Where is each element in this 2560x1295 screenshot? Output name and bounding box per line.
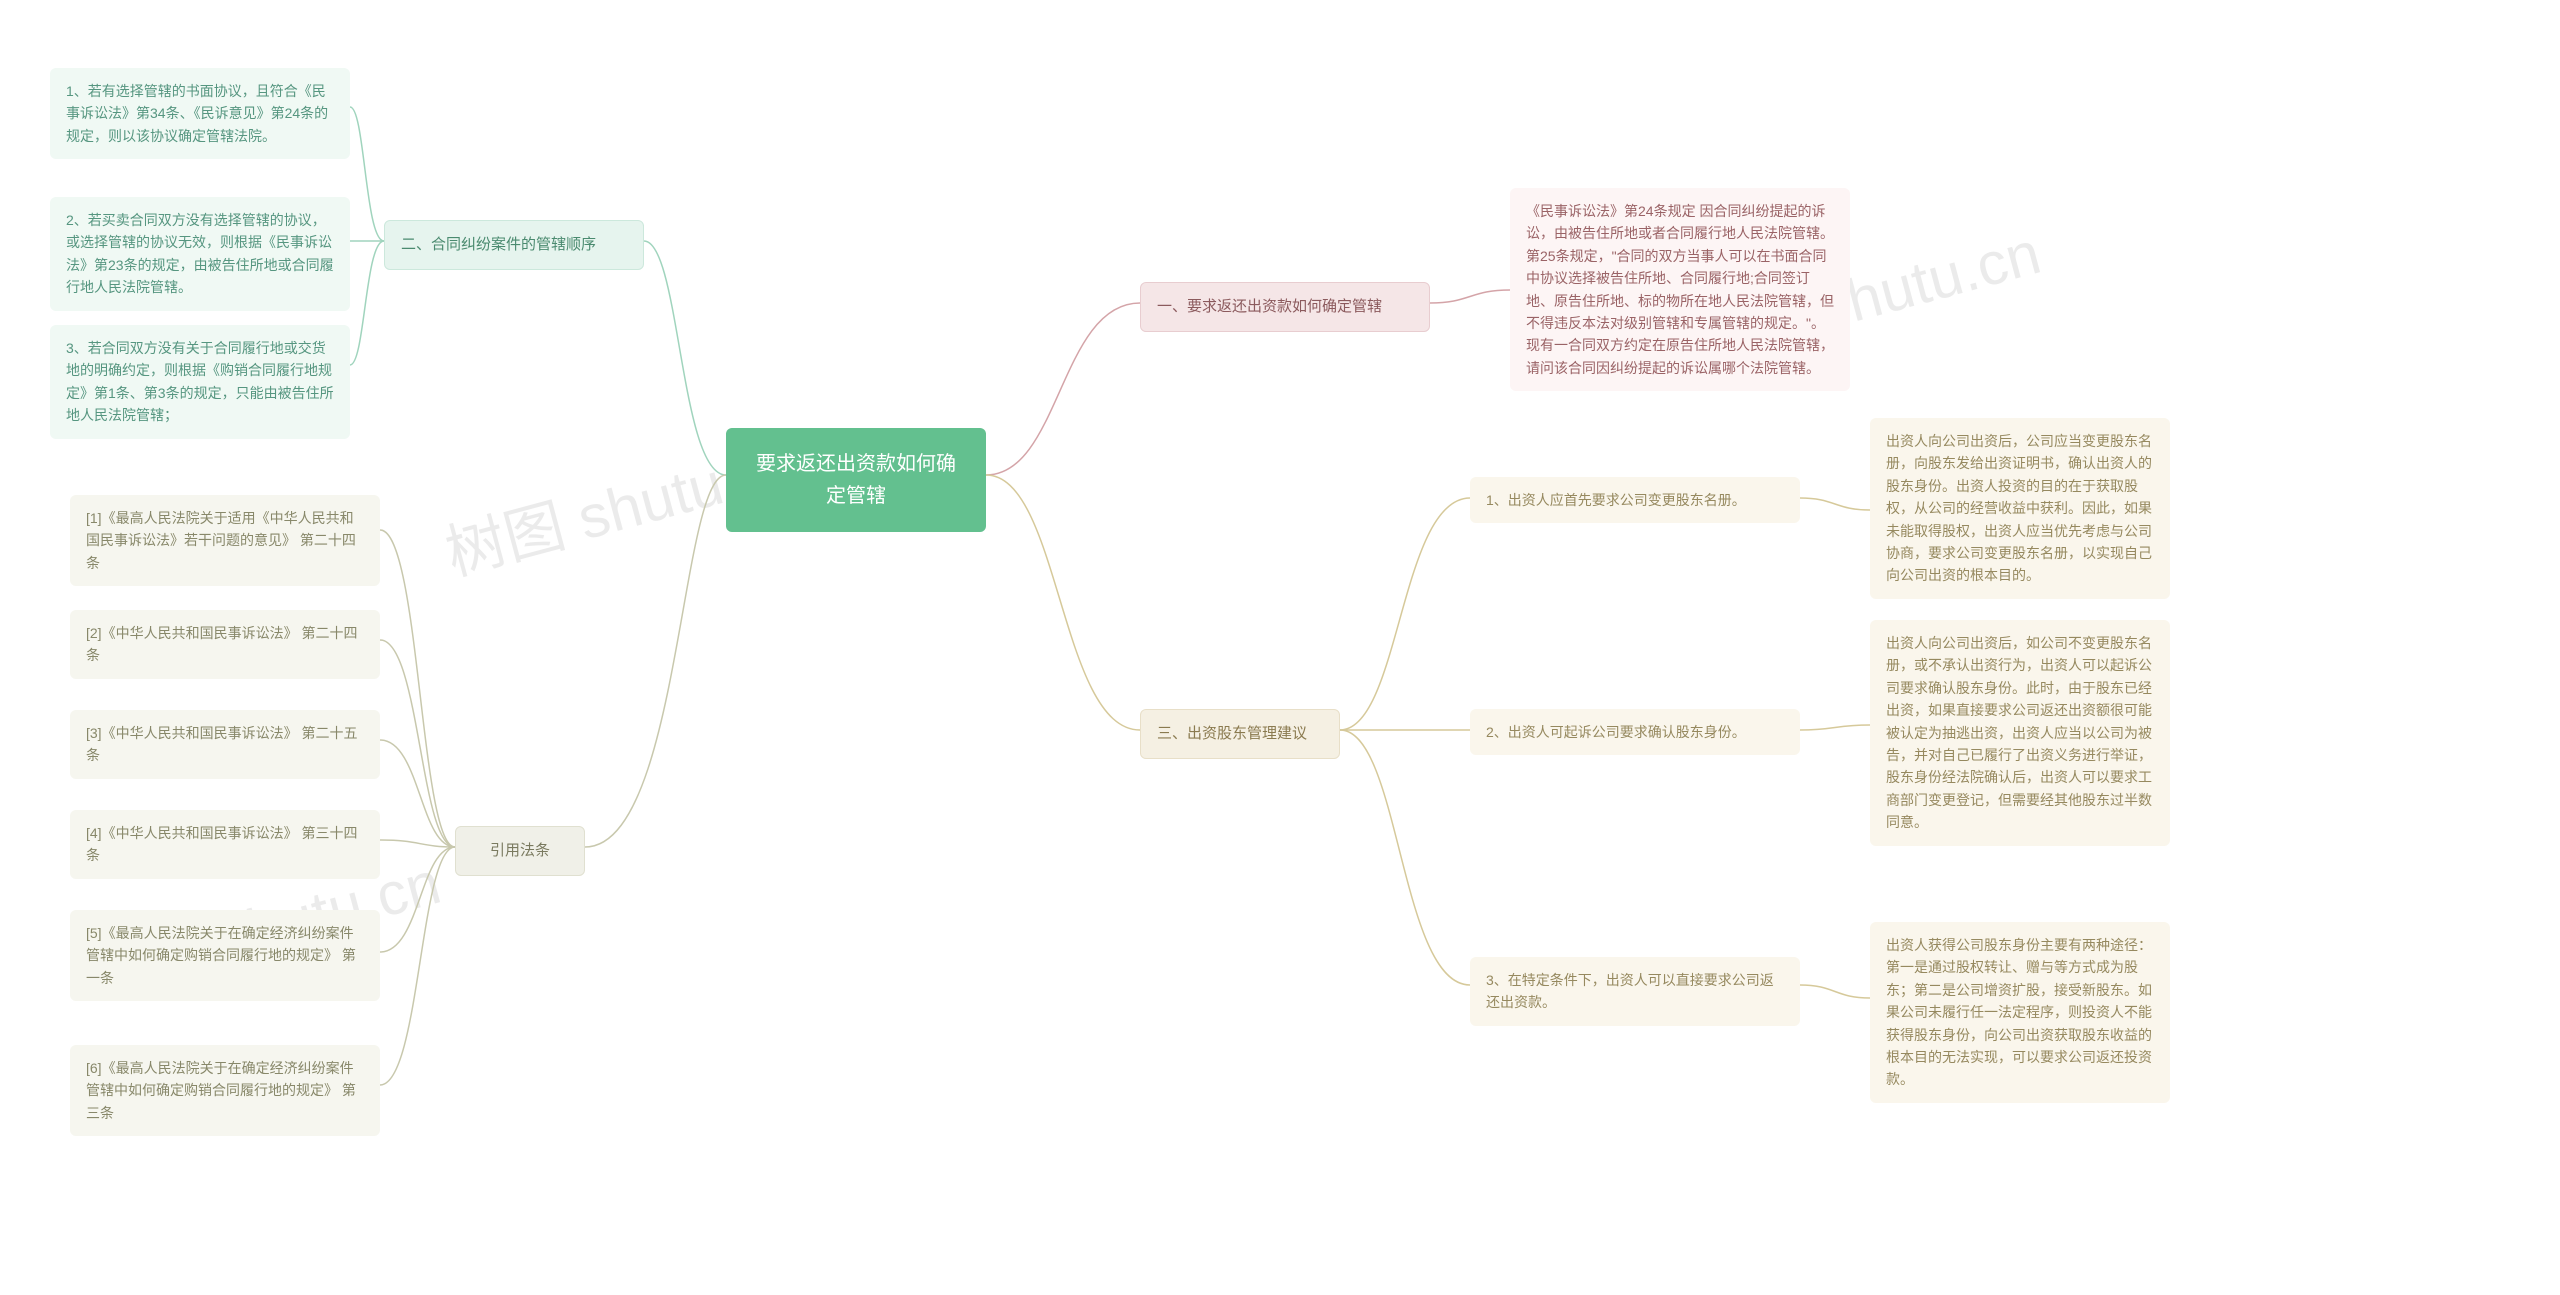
branch-refs-item: [5]《最高人民法院关于在确定经济纠纷案件管辖中如何确定购销合同履行地的规定》 … — [70, 910, 380, 1001]
branch-three-item: 3、在特定条件下，出资人可以直接要求公司返还出资款。 — [1470, 957, 1800, 1026]
branch-one[interactable]: 一、要求返还出资款如何确定管辖 — [1140, 282, 1430, 332]
branch-two[interactable]: 二、合同纠纷案件的管辖顺序 — [384, 220, 644, 270]
branch-refs-item: [2]《中华人民共和国民事诉讼法》 第二十四条 — [70, 610, 380, 679]
branch-refs[interactable]: 引用法条 — [455, 826, 585, 876]
branch-three[interactable]: 三、出资股东管理建议 — [1140, 709, 1340, 759]
connector-layer — [0, 0, 2560, 1295]
branch-two-item: 2、若买卖合同双方没有选择管辖的协议，或选择管辖的协议无效，则根据《民事诉讼法》… — [50, 197, 350, 311]
branch-refs-item: [1]《最高人民法院关于适用《中华人民共和国民事诉讼法》若干问题的意见》 第二十… — [70, 495, 380, 586]
branch-three-item: 1、出资人应首先要求公司变更股东名册。 — [1470, 477, 1800, 523]
root-node[interactable]: 要求返还出资款如何确定管辖 — [726, 428, 986, 532]
branch-two-item: 1、若有选择管辖的书面协议，且符合《民事诉讼法》第34条、《民诉意见》第24条的… — [50, 68, 350, 159]
branch-refs-item: [6]《最高人民法院关于在确定经济纠纷案件管辖中如何确定购销合同履行地的规定》 … — [70, 1045, 380, 1136]
branch-three-detail: 出资人向公司出资后，公司应当变更股东名册，向股东发给出资证明书，确认出资人的股东… — [1870, 418, 2170, 599]
branch-three-detail: 出资人获得公司股东身份主要有两种途径：第一是通过股权转让、赠与等方式成为股东；第… — [1870, 922, 2170, 1103]
branch-two-item: 3、若合同双方没有关于合同履行地或交货地的明确约定，则根据《购销合同履行地规定》… — [50, 325, 350, 439]
branch-three-item: 2、出资人可起诉公司要求确认股东身份。 — [1470, 709, 1800, 755]
branch-refs-item: [3]《中华人民共和国民事诉讼法》 第二十五条 — [70, 710, 380, 779]
branch-refs-item: [4]《中华人民共和国民事诉讼法》 第三十四条 — [70, 810, 380, 879]
branch-three-detail: 出资人向公司出资后，如公司不变更股东名册，或不承认出资行为，出资人可以起诉公司要… — [1870, 620, 2170, 846]
branch-one-detail: 《民事诉讼法》第24条规定 因合同纠纷提起的诉讼，由被告住所地或者合同履行地人民… — [1510, 188, 1850, 391]
